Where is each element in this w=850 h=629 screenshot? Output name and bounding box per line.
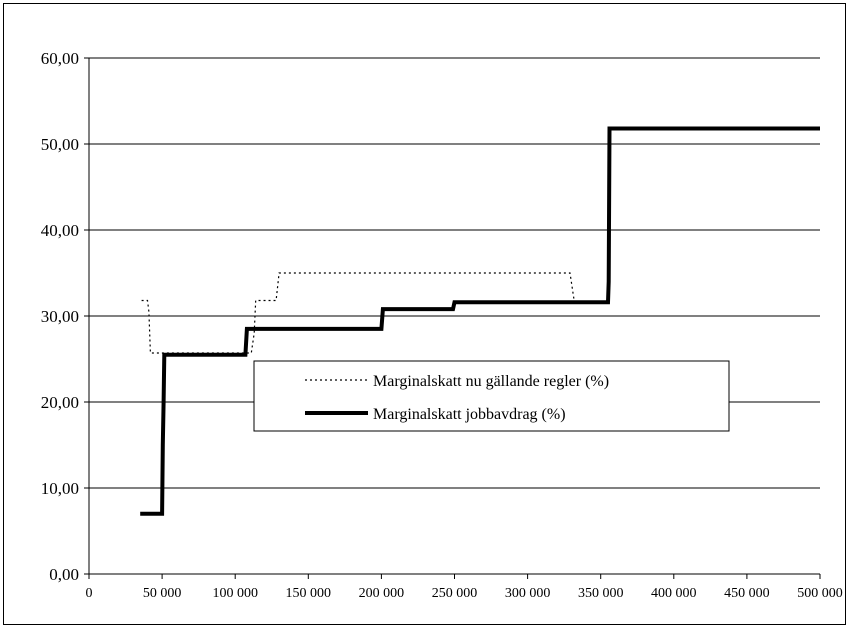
y-tick-label: 50,00 — [41, 135, 79, 154]
x-tick-label: 200 000 — [359, 586, 405, 601]
x-tick-label: 50 000 — [143, 586, 182, 601]
tick-labels: 0,00 10,00 20,00 30,00 40,00 50,00 60,00 0 50 00… — [41, 49, 843, 601]
x-tick-label: 500 000 — [797, 586, 843, 601]
series-lines — [140, 126, 820, 516]
y-tick-label: 10,00 — [41, 479, 79, 498]
y-tick-label: 60,00 — [41, 49, 79, 68]
y-tick-label: 0,00 — [49, 565, 79, 584]
legend-label-job-deduction: Marginalskatt jobbavdrag (%) — [373, 406, 566, 423]
x-tick-label: 300 000 — [505, 586, 551, 601]
x-tick-label: 0 — [86, 586, 93, 601]
x-tick-label: 100 000 — [212, 586, 258, 601]
chart-frame — [3, 3, 846, 625]
legend-box — [253, 360, 730, 432]
x-tick-label: 250 000 — [432, 586, 478, 601]
x-tick-label: 350 000 — [578, 586, 624, 601]
series-line-job-deduction — [140, 126, 820, 516]
y-tick-label: 30,00 — [41, 307, 79, 326]
x-tick-label: 400 000 — [651, 586, 697, 601]
legend: Marginalskatt nu gällande regler (%) Mar… — [253, 360, 730, 432]
series-line-current-rules — [141, 272, 610, 354]
legend-label-current-rules: Marginalskatt nu gällande regler (%) — [373, 373, 609, 390]
axes — [84, 57, 821, 579]
y-tick-label: 20,00 — [41, 393, 79, 412]
x-tick-label: 450 000 — [724, 586, 770, 601]
x-tick-label: 150 000 — [286, 586, 332, 601]
y-tick-label: 40,00 — [41, 221, 79, 240]
